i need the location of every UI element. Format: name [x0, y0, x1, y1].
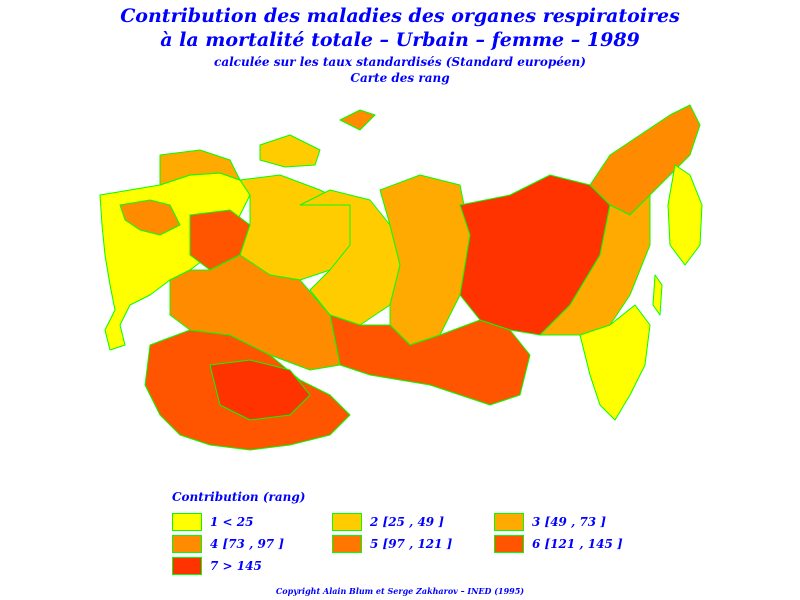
legend-item-6: 6 [121 , 145 ]: [494, 534, 623, 554]
legend-item-4: 4 [73 , 97 ]: [172, 534, 284, 554]
map-type-label: Carte des rang: [350, 71, 450, 85]
legend-swatch-3: [494, 513, 524, 531]
map-title-line-2: à la mortalité totale – Urbain – femme –…: [160, 29, 640, 51]
legend-label-5: 5 [97 , 121 ]: [370, 537, 453, 551]
legend-item-7: 7 > 145: [172, 556, 262, 576]
region-novaya-zemlya: [339, 109, 376, 131]
legend-swatch-6: [494, 535, 524, 553]
legend-swatch-2: [332, 513, 362, 531]
legend-swatch-5: [332, 535, 362, 553]
legend-item-1: 1 < 25: [172, 512, 253, 532]
legend-label-1: 1 < 25: [210, 515, 254, 529]
region-central: [119, 199, 181, 236]
region-kamchatka: [667, 164, 703, 266]
map-title-block: Contribution des maladies des organes re…: [0, 4, 800, 86]
region-sakhalin: [652, 274, 663, 316]
map-subtitle: calculée sur les taux standardisés (Stan…: [214, 55, 586, 69]
legend-item-3: 3 [49 , 73 ]: [494, 512, 606, 532]
legend-label-4: 4 [73 , 97 ]: [210, 537, 284, 551]
legend-label-2: 2 [25 , 49 ]: [370, 515, 444, 529]
region-south-central: [209, 359, 311, 421]
legend-swatch-1: [172, 513, 202, 531]
choropleth-map: [99, 104, 703, 451]
legend-title: Contribution (rang): [172, 490, 306, 504]
legend-label-6: 6 [121 , 145 ]: [532, 537, 623, 551]
map-title-line-1: Contribution des maladies des organes re…: [120, 5, 680, 27]
region-south-siberia: [329, 314, 531, 406]
region-northwest: [159, 149, 241, 186]
legend-swatch-4: [172, 535, 202, 553]
legend-swatch-7: [172, 557, 202, 575]
legend-label-3: 3 [49 , 73 ]: [532, 515, 606, 529]
legend-item-2: 2 [25 , 49 ]: [332, 512, 444, 532]
legend-item-5: 5 [97 , 121 ]: [332, 534, 452, 554]
region-mid-belt: [169, 254, 341, 371]
region-primorye: [579, 304, 651, 421]
region-kola: [259, 134, 321, 168]
legend: Contribution (rang) 1 < 25 2 [25 , 49 ] …: [172, 488, 692, 578]
copyright: Copyright Alain Blum et Serge Zakharov –…: [275, 586, 525, 596]
legend-label-7: 7 > 145: [210, 559, 262, 573]
region-khabarovsk: [539, 194, 651, 336]
